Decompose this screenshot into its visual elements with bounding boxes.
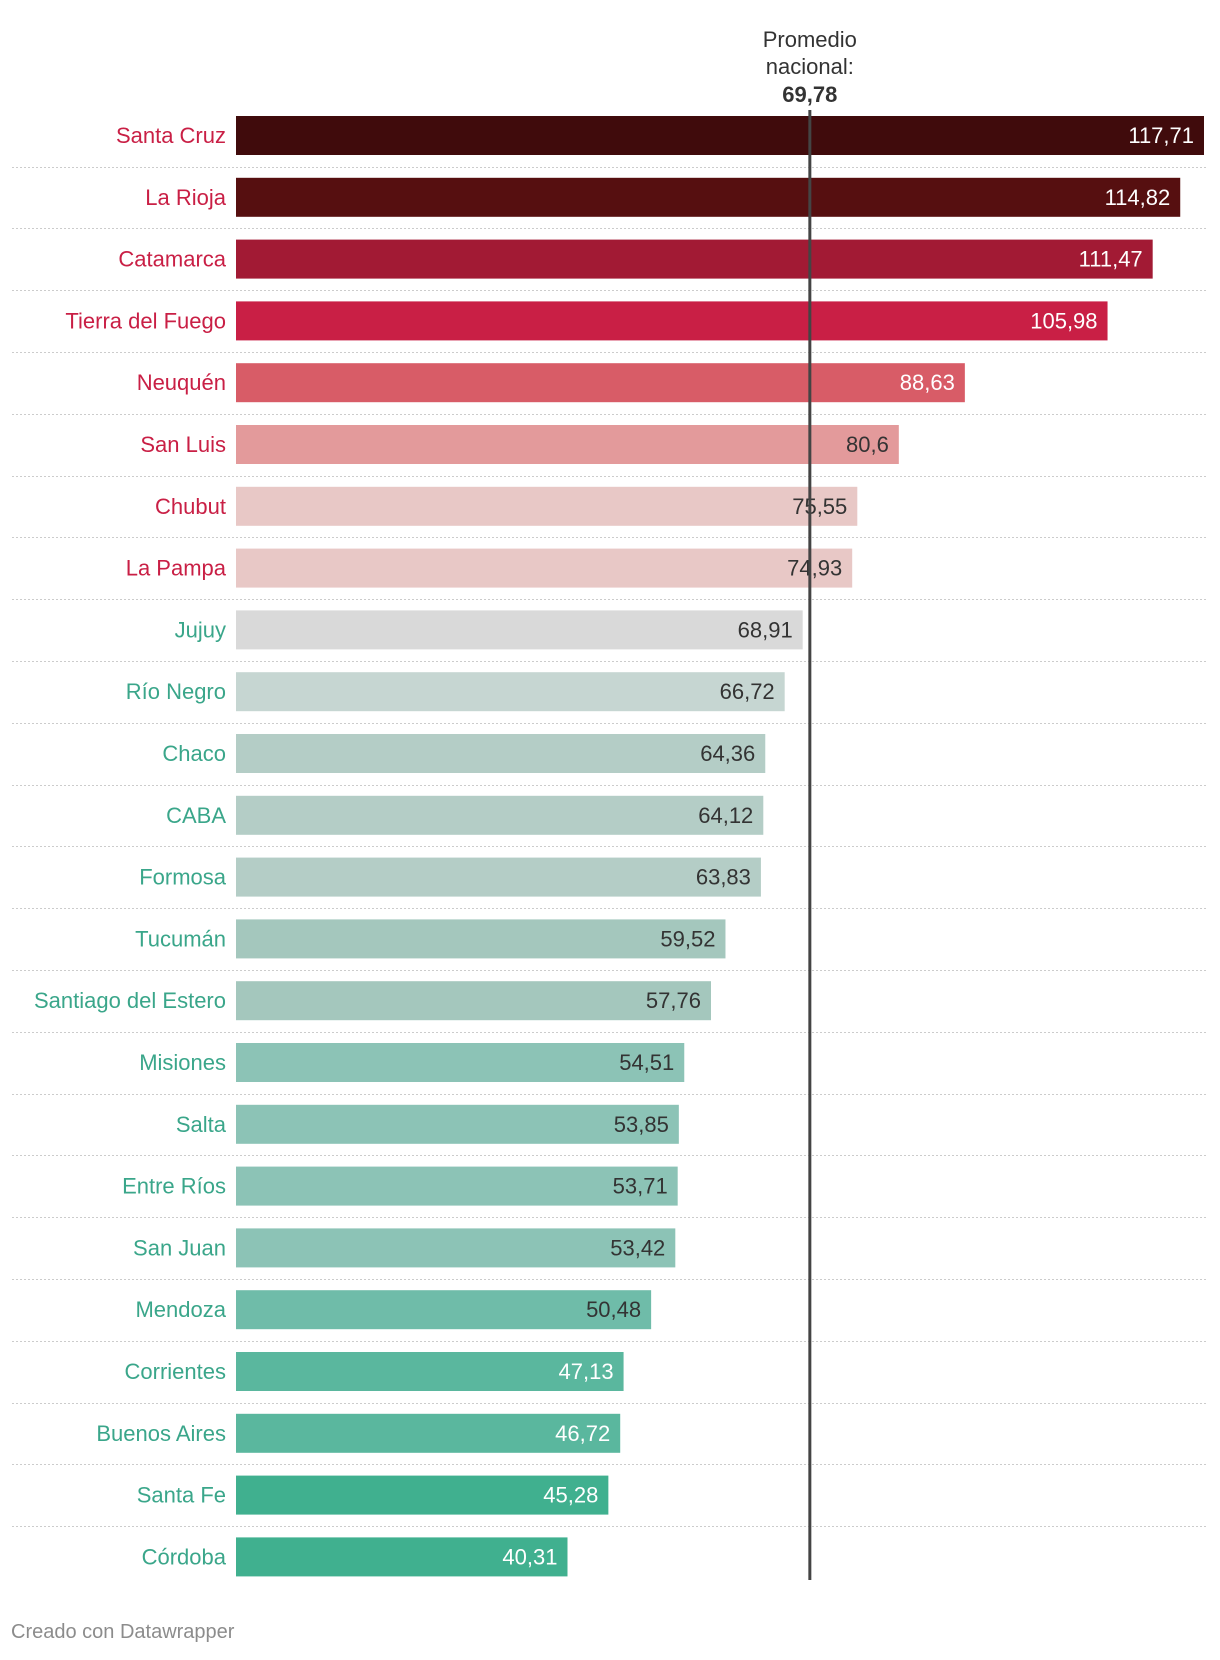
value-label: 114,82	[1105, 185, 1171, 210]
bar	[236, 425, 899, 464]
reference-label-line1: Promedio	[763, 27, 857, 52]
bar	[236, 1104, 679, 1144]
bar	[236, 177, 1181, 217]
category-label: Río Negro	[126, 679, 226, 704]
bar	[236, 1043, 685, 1082]
category-label: Neuquén	[137, 370, 226, 395]
bar	[236, 795, 764, 835]
bar	[236, 1290, 652, 1330]
category-label: La Pampa	[126, 556, 227, 581]
value-label: 63,83	[696, 865, 751, 890]
category-label: Salta	[176, 1112, 227, 1137]
value-label: 53,42	[610, 1235, 665, 1260]
value-label: 80,6	[846, 432, 889, 457]
value-label: 40,31	[502, 1544, 557, 1569]
category-label: Tierra del Fuego	[65, 308, 226, 333]
bar	[236, 1537, 568, 1577]
bar	[236, 919, 726, 959]
value-label: 111,47	[1079, 247, 1143, 272]
value-label: 64,36	[700, 741, 755, 766]
category-label: Córdoba	[142, 1544, 227, 1569]
category-label: Chaco	[162, 741, 226, 766]
value-label: 45,28	[543, 1483, 598, 1508]
bar	[236, 1475, 609, 1515]
bar	[236, 734, 766, 773]
value-label: 57,76	[646, 988, 701, 1013]
value-label: 66,72	[720, 679, 775, 704]
category-label: Misiones	[139, 1050, 226, 1075]
category-label: Formosa	[139, 865, 227, 890]
category-label: Chubut	[155, 494, 226, 519]
bar	[236, 301, 1108, 341]
bar	[236, 1166, 678, 1206]
category-label: Santa Cruz	[116, 123, 226, 148]
category-label: La Rioja	[145, 185, 226, 210]
value-label: 75,55	[792, 494, 847, 519]
category-label: Buenos Aires	[96, 1421, 226, 1446]
category-label: Mendoza	[135, 1297, 226, 1322]
bar	[236, 1413, 621, 1453]
reference-label-line2: nacional:	[766, 54, 854, 79]
value-label: 50,48	[586, 1297, 641, 1322]
value-label: 88,63	[900, 370, 955, 395]
bar	[236, 548, 853, 588]
value-label: 47,13	[559, 1359, 614, 1384]
bar	[236, 672, 785, 712]
category-label: Catamarca	[118, 247, 226, 272]
bar	[236, 116, 1204, 155]
value-label: 53,85	[614, 1112, 669, 1137]
value-label: 64,12	[698, 803, 753, 828]
category-label: CABA	[166, 803, 226, 828]
category-label: Jujuy	[175, 617, 226, 642]
category-label: Entre Ríos	[122, 1174, 226, 1199]
reference-value-label: 69,78	[782, 82, 837, 107]
category-label: Santiago del Estero	[34, 988, 226, 1013]
category-label: Santa Fe	[137, 1483, 226, 1508]
bar	[236, 610, 803, 650]
datawrapper-credit: Creado con Datawrapper	[11, 1621, 235, 1643]
bar	[236, 363, 965, 403]
value-label: 74,93	[787, 556, 842, 581]
bar	[236, 1352, 624, 1391]
value-label: 54,51	[619, 1050, 674, 1075]
category-label: Tucumán	[135, 926, 226, 951]
value-label: 46,72	[555, 1421, 610, 1446]
bar	[236, 239, 1153, 279]
bar	[236, 981, 711, 1021]
bar	[236, 1228, 676, 1268]
value-label: 105,98	[1030, 308, 1097, 333]
value-label: 59,52	[660, 926, 715, 951]
bar	[236, 486, 858, 526]
category-label: San Luis	[140, 432, 226, 457]
category-label: Corrientes	[125, 1359, 226, 1384]
value-label: 53,71	[613, 1174, 668, 1199]
category-label: San Juan	[133, 1235, 226, 1260]
value-label: 117,71	[1128, 123, 1194, 148]
bar	[236, 857, 761, 897]
value-label: 68,91	[738, 617, 793, 642]
